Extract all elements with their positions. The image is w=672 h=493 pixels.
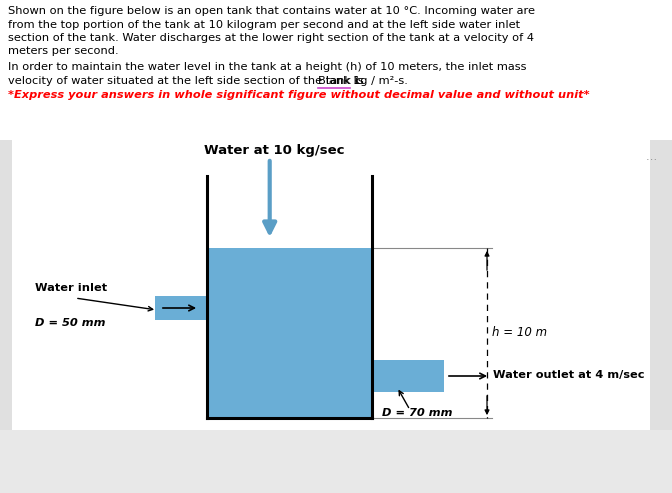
Text: *Express your answers in whole significant figure without decimal value and with: *Express your answers in whole significa…: [8, 90, 589, 100]
Text: …: …: [646, 152, 657, 162]
Text: D = 70 mm: D = 70 mm: [382, 408, 452, 418]
Text: Water at 10 kg/sec: Water at 10 kg/sec: [204, 144, 345, 157]
Text: D = 50 mm: D = 50 mm: [35, 318, 106, 328]
Bar: [155, 296, 207, 320]
Bar: [372, 360, 444, 392]
Text: Blank 1: Blank 1: [318, 75, 360, 85]
Text: section of the tank. Water discharges at the lower right section of the tank at : section of the tank. Water discharges at…: [8, 33, 534, 43]
Text: In order to maintain the water level in the tank at a height (h) of 10 meters, t: In order to maintain the water level in …: [8, 62, 526, 72]
Bar: [0, 140, 12, 493]
Text: from the top portion of the tank at 10 kilogram per second and at the left side : from the top portion of the tank at 10 k…: [8, 20, 520, 30]
Text: Shown on the figure below is an open tank that contains water at 10 °C. Incoming: Shown on the figure below is an open tan…: [8, 6, 535, 16]
Bar: [650, 140, 672, 493]
Bar: [208, 177, 371, 248]
Text: Water outlet at 4 m/sec: Water outlet at 4 m/sec: [493, 370, 644, 380]
Text: h = 10 m: h = 10 m: [492, 326, 547, 340]
Text: Water inlet: Water inlet: [35, 283, 107, 293]
Text: velocity of water situated at the left side section of the tank is: velocity of water situated at the left s…: [8, 75, 368, 85]
Text: kg / m²-s.: kg / m²-s.: [350, 75, 408, 85]
Bar: [208, 248, 371, 417]
Bar: [0, 430, 672, 493]
Text: meters per second.: meters per second.: [8, 46, 119, 57]
